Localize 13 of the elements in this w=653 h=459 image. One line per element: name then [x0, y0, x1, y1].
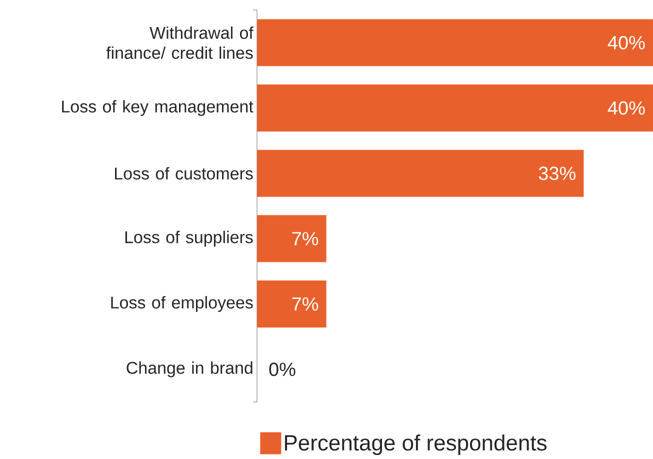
- y-tick-label: Loss of employees: [111, 296, 253, 312]
- data-label: 0%: [269, 362, 296, 376]
- y-tick-label: Loss of customers: [115, 167, 253, 180]
- legend-label: Percentage of respondents: [285, 434, 547, 455]
- data-label: 33%: [538, 166, 576, 180]
- y-tick-label: Loss of key management: [62, 100, 254, 116]
- data-label: 40%: [608, 36, 645, 50]
- data-label: 7%: [292, 232, 318, 246]
- data-label: 40%: [608, 101, 645, 115]
- data-label: 7%: [292, 297, 318, 311]
- y-tick-label: Loss of suppliers: [125, 230, 253, 247]
- y-tick-label: Withdrawal of finance/ credit lines: [106, 26, 254, 59]
- y-tick-label: Change in brand: [126, 361, 252, 378]
